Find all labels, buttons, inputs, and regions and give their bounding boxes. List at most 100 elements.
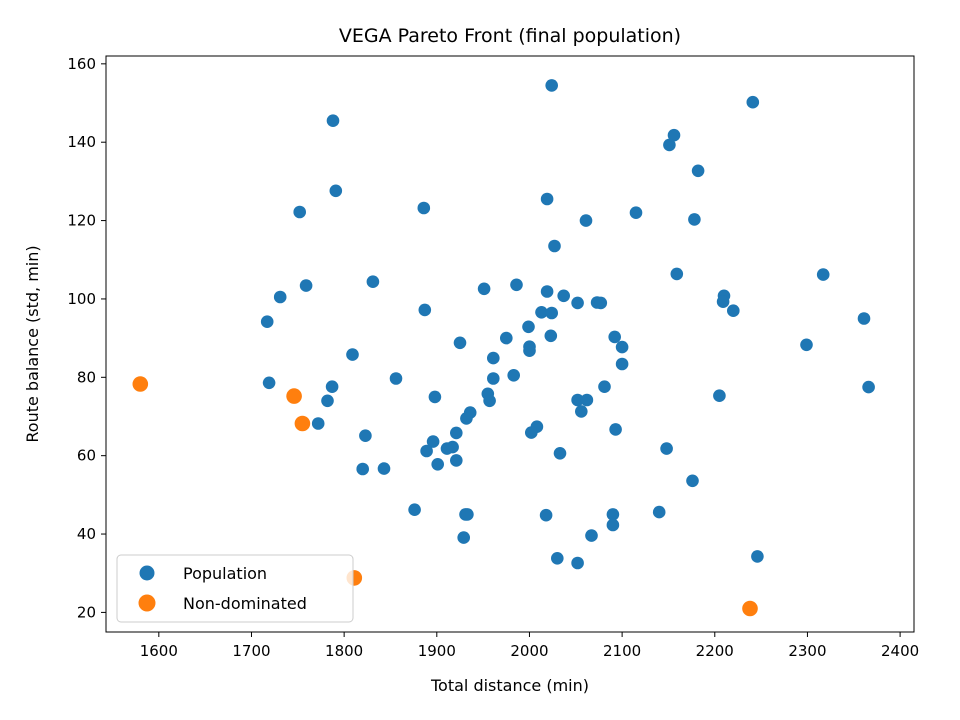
population-point-88 xyxy=(457,531,471,544)
population-point-27 xyxy=(594,296,608,310)
population-point-77 xyxy=(356,462,370,476)
population-point-80 xyxy=(408,503,421,516)
y-tick-label: 60 xyxy=(77,447,96,465)
legend-marker-population xyxy=(139,565,155,581)
population-point-45 xyxy=(615,357,629,371)
x-tick-label: 1700 xyxy=(232,642,270,660)
population-point-59 xyxy=(483,394,496,408)
population-point-38 xyxy=(453,336,467,350)
population-point-84 xyxy=(652,505,666,519)
chart-title: VEGA Pareto Front (final population) xyxy=(339,25,681,47)
population-point-65 xyxy=(609,423,622,436)
population-point-1 xyxy=(746,95,760,109)
x-tick-label: 2000 xyxy=(510,642,548,660)
population-point-85 xyxy=(539,508,553,522)
population-point-15 xyxy=(816,268,830,281)
population-point-54 xyxy=(428,390,442,404)
population-point-13 xyxy=(548,239,561,253)
non-dominated-point-4 xyxy=(742,600,758,617)
population-point-35 xyxy=(544,329,558,343)
population-point-58 xyxy=(580,393,594,407)
x-tick-label: 2200 xyxy=(696,642,734,660)
x-axis: 1600 1700 1800 1900 2000 2100 2200 2300 2400 xyxy=(140,632,919,660)
population-point-66 xyxy=(525,426,538,439)
population-point-41 xyxy=(523,344,536,358)
population-point-25 xyxy=(571,296,584,310)
population-point-60 xyxy=(575,405,588,418)
plot-frame xyxy=(105,55,915,633)
y-tick-label: 20 xyxy=(77,603,96,621)
population-point-52 xyxy=(862,380,875,394)
legend-marker-non-dominated xyxy=(138,594,156,612)
population-point-11 xyxy=(579,214,593,227)
population-point-10 xyxy=(629,206,643,219)
population-point-82 xyxy=(461,508,474,521)
non-dominated-point-2 xyxy=(294,415,311,432)
population-point-7 xyxy=(540,192,554,206)
population-point-22 xyxy=(273,290,287,304)
population-point-3 xyxy=(667,128,681,142)
population-point-75 xyxy=(450,454,463,467)
population-point-32 xyxy=(857,312,871,325)
population-point-50 xyxy=(325,380,339,394)
population-point-72 xyxy=(420,444,433,458)
x-tick-label: 1900 xyxy=(418,642,456,660)
population-point-34 xyxy=(522,320,535,334)
y-tick-label: 160 xyxy=(67,55,96,73)
population-point-68 xyxy=(359,429,372,443)
y-tick-label: 80 xyxy=(77,368,96,386)
population-point-67 xyxy=(450,426,463,440)
population-point-71 xyxy=(440,442,454,455)
plot-points xyxy=(132,79,875,617)
population-point-16 xyxy=(366,275,380,289)
x-tick-label: 1800 xyxy=(325,642,363,660)
legend-label-non-dominated: Non-dominated xyxy=(183,594,307,613)
x-tick-label: 2100 xyxy=(603,642,641,660)
population-point-2 xyxy=(326,114,340,127)
population-point-89 xyxy=(551,552,564,565)
legend-label-population: Population xyxy=(183,564,267,583)
population-point-36 xyxy=(608,330,621,344)
population-point-24 xyxy=(716,295,730,309)
population-point-78 xyxy=(377,462,391,475)
population-point-6 xyxy=(329,184,343,198)
x-tick-label: 2300 xyxy=(788,642,826,660)
population-point-31 xyxy=(545,306,558,320)
population-point-37 xyxy=(500,331,513,345)
population-point-57 xyxy=(571,393,584,407)
population-point-86 xyxy=(606,518,620,532)
population-point-20 xyxy=(540,285,554,298)
population-point-33 xyxy=(260,315,274,329)
population-point-49 xyxy=(262,376,276,390)
population-point-9 xyxy=(293,205,307,219)
population-point-0 xyxy=(545,79,558,92)
population-point-28 xyxy=(418,303,432,317)
population-point-17 xyxy=(299,279,313,292)
population-point-30 xyxy=(535,306,548,319)
y-tick-label: 40 xyxy=(77,525,96,543)
population-point-12 xyxy=(688,213,701,226)
population-point-79 xyxy=(686,474,699,488)
non-dominated-point-1 xyxy=(286,388,302,404)
population-point-21 xyxy=(557,289,570,303)
population-point-76 xyxy=(431,458,445,471)
non-dominated-point-0 xyxy=(132,376,149,392)
population-point-51 xyxy=(598,380,611,394)
population-point-46 xyxy=(507,369,520,382)
y-tick-label: 120 xyxy=(67,212,96,230)
x-axis-label: Total distance (min) xyxy=(430,676,589,695)
population-point-62 xyxy=(460,412,473,425)
y-tick-label: 100 xyxy=(67,290,96,308)
population-point-69 xyxy=(426,435,440,448)
population-point-63 xyxy=(311,417,325,430)
population-point-74 xyxy=(553,447,567,460)
y-axis: 20 40 60 80 100 120 140 160 xyxy=(67,55,106,621)
y-axis-label: Route balance (std, min) xyxy=(23,245,42,442)
population-point-14 xyxy=(670,267,684,281)
population-point-87 xyxy=(585,529,598,542)
population-point-40 xyxy=(615,340,629,354)
population-point-18 xyxy=(510,278,523,292)
population-point-4 xyxy=(663,138,676,152)
population-point-83 xyxy=(606,508,620,521)
